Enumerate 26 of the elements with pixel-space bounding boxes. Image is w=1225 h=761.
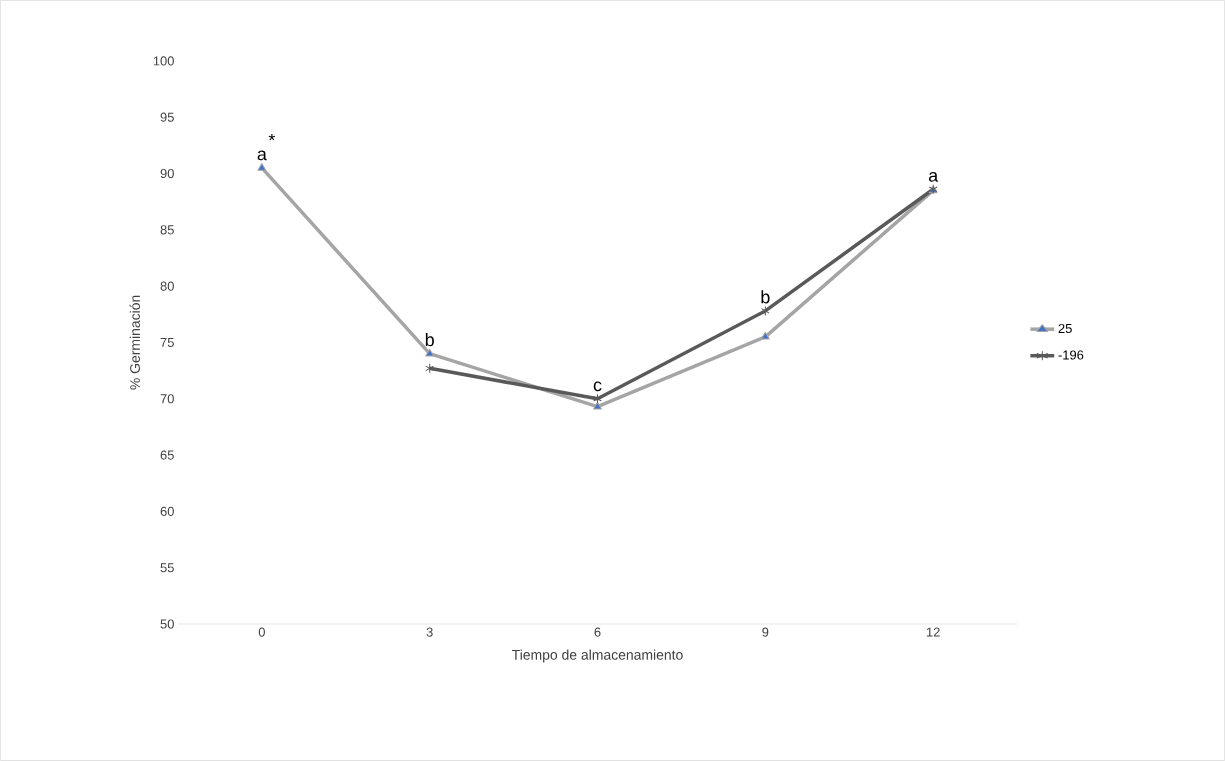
annotation: a <box>928 171 939 182</box>
x-axis-title: Tiempo de almacenamiento <box>512 649 683 663</box>
y-tick-label: 80 <box>160 281 174 291</box>
annotation: c <box>593 381 602 392</box>
x-tick-label: 6 <box>594 627 601 637</box>
annotation: b <box>761 290 770 304</box>
y-tick-label: 70 <box>160 394 174 404</box>
y-tick-label: 55 <box>160 563 174 573</box>
y-tick-label: 60 <box>160 506 174 516</box>
legend-label: 25 <box>1058 323 1072 334</box>
y-tick-label: 95 <box>160 112 174 122</box>
y-tick-label: 75 <box>160 337 174 347</box>
x-tick-label: 12 <box>926 627 940 637</box>
y-tick-label: 90 <box>160 168 174 179</box>
y-tick-label: 100 <box>153 56 174 66</box>
legend-label: -196 <box>1058 350 1084 360</box>
x-tick-label: 0 <box>258 627 265 637</box>
x-tick-label: 9 <box>762 627 769 637</box>
y-tick-label: 85 <box>160 225 174 235</box>
y-tick-label: 65 <box>160 450 174 460</box>
annotation: b <box>425 333 434 347</box>
y-tick-label: 50 <box>160 619 174 629</box>
annotation: * <box>268 134 276 141</box>
x-tick-label: 3 <box>426 627 433 637</box>
y-axis-title: % Germinación <box>129 295 140 390</box>
annotation: a <box>257 150 267 161</box>
